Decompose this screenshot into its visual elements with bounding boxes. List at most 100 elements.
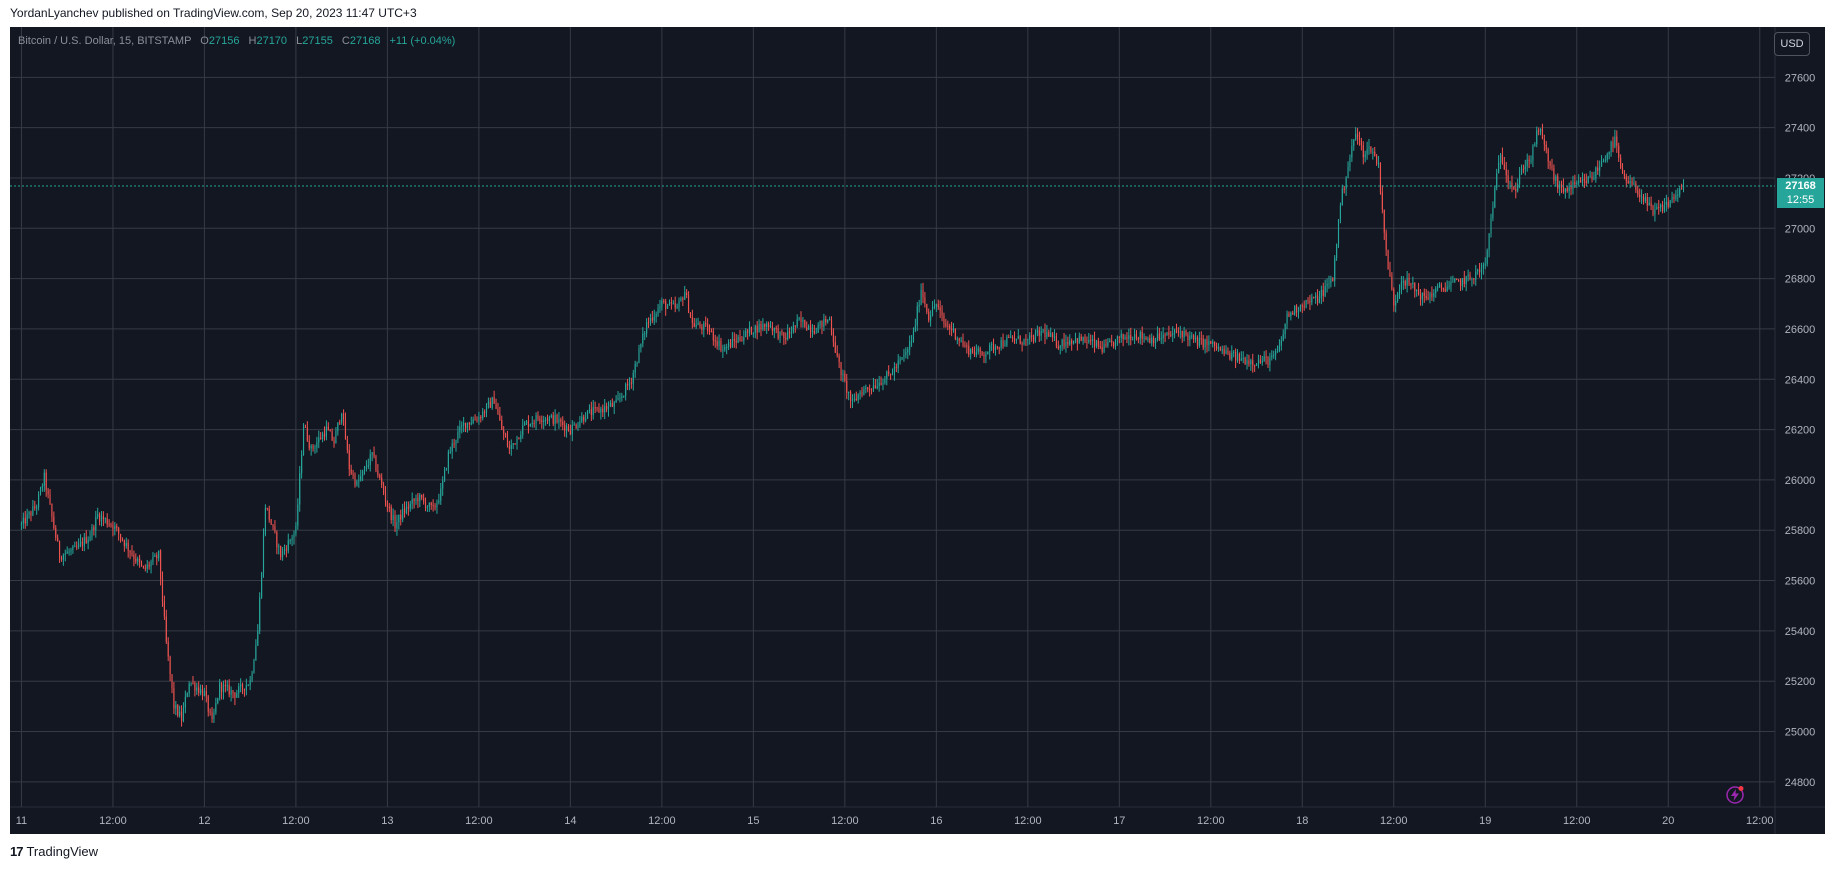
candle-body: [1562, 185, 1565, 192]
candle-body: [1543, 138, 1545, 145]
candle-body: [394, 515, 396, 529]
candle-body: [1404, 281, 1406, 286]
candle-body: [297, 504, 299, 526]
candle-body: [539, 418, 541, 421]
y-tick-label: 26800: [1785, 274, 1816, 286]
candle-body: [1400, 282, 1402, 289]
candle-body: [1153, 337, 1155, 344]
candle-body: [882, 383, 884, 385]
candle-body: [386, 501, 388, 507]
candle-body: [278, 546, 280, 548]
candle-body: [524, 422, 526, 426]
candle-body: [895, 367, 897, 369]
candle-body: [668, 301, 671, 306]
candle-body: [1604, 160, 1606, 162]
candle-body: [464, 422, 467, 429]
x-tick-label: 16: [930, 815, 942, 827]
candle-body: [175, 704, 177, 709]
chart-panel[interactable]: 24800 25000 25200 25400 25600 25800 26000 26200…: [10, 27, 1825, 834]
candle-body: [966, 345, 968, 347]
candle-body: [72, 546, 74, 550]
candle-body: [102, 516, 104, 520]
candle-body: [1265, 356, 1267, 358]
candle-body: [853, 398, 855, 400]
x-tick-label: 19: [1479, 815, 1491, 827]
candle-body: [66, 551, 68, 554]
candle-body: [583, 416, 585, 421]
candle-body: [1336, 244, 1338, 259]
candle-body: [403, 508, 406, 513]
candle-body: [207, 696, 209, 712]
candle-body: [362, 470, 364, 477]
candle-body: [562, 421, 564, 426]
candle-body: [1492, 207, 1494, 218]
candle-body: [1602, 160, 1605, 162]
candle-body: [787, 331, 789, 340]
candle-body: [329, 430, 331, 432]
candle-body: [1425, 296, 1427, 299]
candle-body: [554, 415, 556, 424]
x-tick-label: 12:00: [1014, 815, 1042, 827]
candle-body: [1156, 333, 1159, 341]
candle-body: [773, 328, 775, 332]
candle-body: [1172, 333, 1174, 336]
candle-body: [125, 542, 127, 546]
candle-body: [280, 546, 282, 558]
candle-body: [1334, 258, 1336, 281]
candle-body: [1395, 300, 1397, 306]
candle-body: [550, 415, 552, 418]
candle-body: [655, 314, 657, 317]
candle-body: [293, 533, 295, 539]
candle-body: [800, 318, 802, 322]
candle-body: [1305, 300, 1307, 308]
candle-body: [1524, 166, 1526, 170]
candle-body: [1128, 335, 1130, 339]
candle-body: [1511, 182, 1513, 187]
candle-body: [733, 339, 735, 341]
candle-body: [670, 301, 672, 304]
candle-body: [634, 364, 636, 373]
currency-button[interactable]: USD: [1774, 32, 1810, 56]
grid-lines: [10, 27, 1825, 834]
candle-body: [444, 469, 446, 481]
candle-body: [341, 413, 343, 423]
candle-body: [1048, 332, 1050, 337]
candle-body: [1503, 163, 1505, 170]
candle-body: [914, 325, 916, 331]
candle-body: [947, 325, 949, 327]
candle-body: [1429, 293, 1431, 300]
candle-body: [447, 451, 449, 469]
candle-body: [1570, 186, 1572, 189]
candle-body: [1644, 197, 1646, 202]
candle-body: [1458, 280, 1460, 282]
candle-body: [1402, 281, 1404, 283]
candle-body: [1017, 336, 1019, 339]
footer-brand[interactable]: 17 TradingView: [10, 844, 98, 859]
candle-body: [1097, 340, 1099, 347]
candle-body: [878, 382, 880, 387]
candle-body: [651, 317, 653, 321]
candle-body: [487, 401, 489, 405]
flash-icon[interactable]: [1724, 784, 1746, 806]
candle-body: [909, 341, 911, 350]
candle-body: [958, 338, 960, 341]
candle-body: [863, 389, 865, 395]
candle-body: [236, 693, 238, 698]
candle-body: [344, 419, 347, 440]
candle-body: [1278, 345, 1280, 351]
price-chart[interactable]: 24800 25000 25200 25400 25600 25800 26000 26200…: [10, 27, 1825, 834]
candle-body: [312, 445, 314, 449]
candle-body: [1198, 338, 1200, 346]
candle-body: [525, 421, 528, 423]
candle-body: [1021, 343, 1023, 345]
candle-body: [1311, 297, 1313, 303]
candle-body: [949, 325, 951, 329]
candle-body: [1410, 283, 1412, 285]
candle-body: [158, 550, 160, 559]
candle-body: [939, 307, 941, 311]
legend-symbol[interactable]: Bitcoin / U.S. Dollar, 15, BITSTAMP: [18, 35, 192, 47]
candle-body: [1229, 353, 1231, 360]
candle-body: [951, 328, 953, 331]
candle-body: [110, 524, 112, 526]
candle-body: [1496, 173, 1498, 188]
